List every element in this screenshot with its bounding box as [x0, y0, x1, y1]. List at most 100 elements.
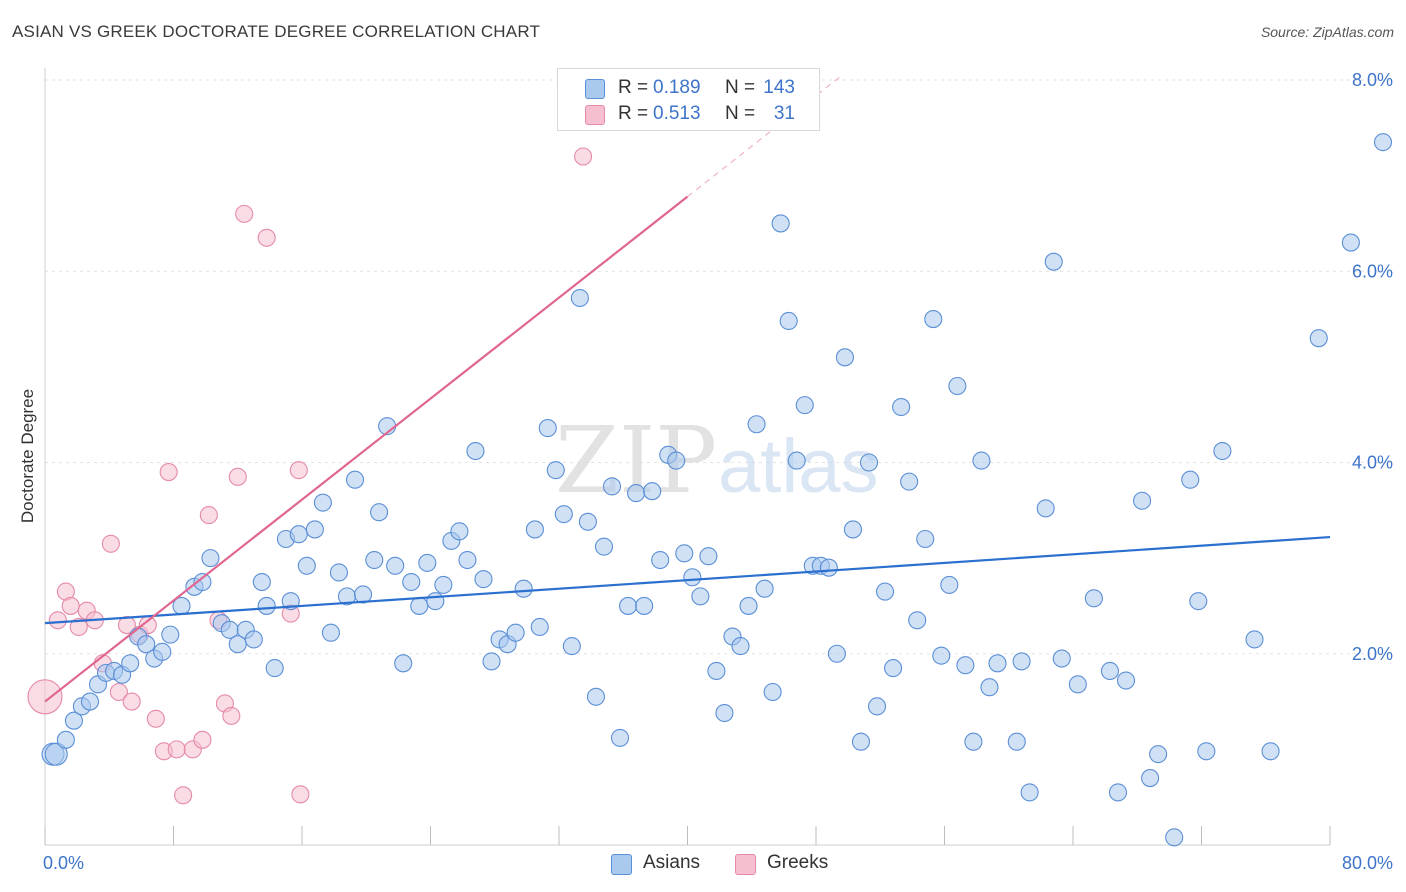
- asians-point: [538, 419, 557, 438]
- asians-point: [161, 625, 180, 644]
- asians-point: [201, 549, 220, 568]
- legend-r-value: 0.513: [653, 103, 701, 124]
- asians-legend-swatch: [611, 854, 632, 875]
- y-tick-label: 6.0%: [1352, 261, 1393, 281]
- asians-point: [394, 654, 413, 673]
- greeks-swatch: [585, 105, 605, 125]
- asians-point: [410, 596, 429, 615]
- asians-point: [884, 659, 903, 678]
- x-tick-label: 0.0%: [43, 853, 84, 873]
- greeks-point: [27, 679, 63, 715]
- asians-point: [418, 553, 437, 572]
- asians-point: [1036, 499, 1055, 518]
- asians-point: [892, 397, 911, 417]
- greeks-point: [69, 617, 88, 637]
- asians-point: [546, 461, 565, 480]
- asians-point: [1116, 671, 1136, 690]
- greeks-point: [159, 463, 178, 482]
- greeks-point: [235, 204, 254, 223]
- asians-point: [827, 644, 846, 663]
- asians-point: [779, 311, 798, 331]
- x-tick-label: 80.0%: [1342, 853, 1393, 873]
- asians-point: [193, 572, 212, 592]
- legend-r-label: R =: [618, 103, 649, 124]
- asians-point: [1068, 675, 1087, 694]
- asians-point: [843, 520, 862, 539]
- asians-legend-label: Asians: [643, 852, 701, 873]
- source-label: Source: ZipAtlas.com: [1260, 24, 1394, 40]
- asians-point: [900, 472, 919, 491]
- y-axis-label: Doctorate Degree: [18, 389, 37, 523]
- greeks-point: [199, 506, 218, 525]
- asians-point: [619, 596, 638, 615]
- asians-point: [386, 556, 405, 575]
- asians-point: [514, 579, 533, 598]
- asians-point: [948, 376, 967, 396]
- asians-point: [562, 637, 581, 656]
- asians-point: [1213, 441, 1232, 461]
- asians-point: [482, 652, 501, 671]
- greeks-point: [228, 467, 247, 486]
- asians-point: [365, 550, 384, 570]
- asians-point: [506, 623, 525, 642]
- asians-point: [466, 441, 485, 461]
- asians-point: [1133, 491, 1152, 510]
- asians-point: [474, 570, 493, 589]
- greeks-point: [289, 461, 308, 480]
- asians-point: [1052, 649, 1071, 668]
- asians-point: [932, 646, 951, 665]
- legend-n-value: 31: [773, 103, 795, 124]
- asians-point: [80, 692, 100, 711]
- greeks-point: [222, 706, 241, 725]
- asians-point: [876, 582, 895, 601]
- asians-point: [1245, 630, 1264, 649]
- asians-point: [56, 730, 75, 749]
- asians-point: [289, 525, 308, 544]
- asians-point: [305, 520, 324, 539]
- asians-point: [956, 656, 975, 675]
- asians-point: [1181, 470, 1200, 489]
- asians-point: [313, 493, 332, 512]
- asians-point: [345, 470, 365, 489]
- asians-point: [137, 635, 156, 654]
- asians-point: [610, 728, 630, 747]
- greeks-points: [27, 147, 593, 805]
- asians-point: [1007, 732, 1026, 751]
- asians-swatch: [585, 79, 605, 99]
- asians-point: [675, 544, 694, 563]
- asians-point: [321, 623, 340, 642]
- trend-lines: [44, 76, 1331, 703]
- asians-point: [594, 537, 614, 556]
- asians-point: [602, 477, 622, 496]
- greeks-point: [574, 147, 593, 166]
- asians-point: [578, 512, 597, 531]
- asians-point: [715, 703, 734, 723]
- asians-point: [851, 732, 871, 751]
- asians-point: [402, 572, 421, 592]
- asians-point: [916, 529, 935, 549]
- asians-point: [244, 630, 263, 649]
- asians-point: [980, 678, 999, 697]
- y-tick-label: 2.0%: [1352, 644, 1393, 664]
- asians-point: [972, 451, 991, 470]
- greeks-trend-line: [44, 195, 689, 703]
- asians-point: [554, 505, 573, 524]
- asians-point: [353, 585, 373, 604]
- y-tick-label: 4.0%: [1352, 453, 1393, 473]
- asians-point: [835, 348, 854, 367]
- asians-point: [586, 687, 605, 706]
- asians-point: [940, 575, 959, 594]
- asians-trend-line: [44, 535, 1331, 625]
- legend-r-label: R =: [618, 77, 649, 98]
- legend-row-greeks: R = 0.513 N = 31: [558, 102, 819, 126]
- greeks-point: [193, 730, 212, 749]
- legend-n-value: 143: [763, 77, 795, 98]
- legend-n-label: N =: [725, 77, 756, 98]
- asians-point: [458, 550, 477, 570]
- asians-point: [739, 596, 758, 615]
- asians-point: [651, 550, 670, 570]
- asians-point: [683, 568, 702, 587]
- asians-point: [525, 520, 544, 539]
- axes: [44, 68, 1331, 846]
